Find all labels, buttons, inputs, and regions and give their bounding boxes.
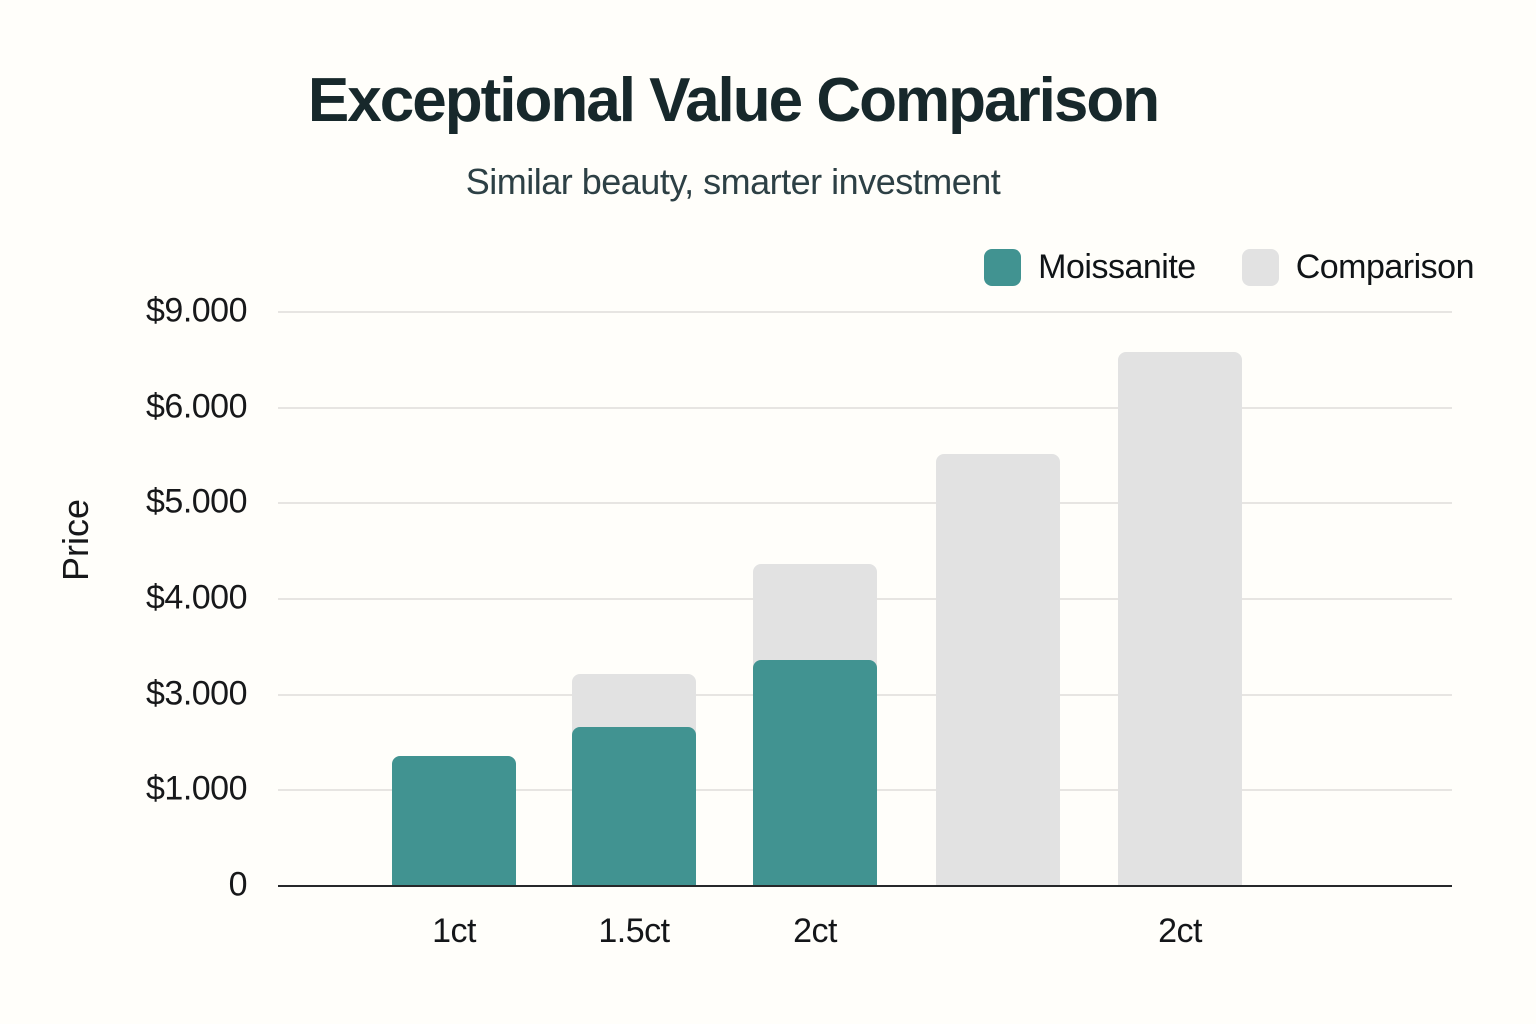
moissanite-swatch-icon (984, 249, 1022, 286)
gridline (278, 407, 1452, 409)
x-tick-label: 1ct (432, 912, 476, 950)
x-tick-label: 2ct (1158, 912, 1202, 950)
bar-moissanite-1ct (392, 756, 516, 885)
y-tick-label: $9.000 (146, 291, 248, 330)
y-tick-label: 0 (228, 865, 248, 904)
bar-moissanite-2ct (753, 660, 877, 885)
bar-comparison-col4 (936, 454, 1060, 885)
legend-item-comparison: Comparison (1241, 248, 1475, 287)
gridline (278, 311, 1452, 313)
y-tick-label: $3.000 (146, 674, 248, 713)
legend-label-comparison: Comparison (1295, 248, 1475, 286)
chart-legend: Moissanite Comparison (984, 248, 1475, 287)
chart-subtitle: Similar beauty, smarter investment (465, 161, 1001, 203)
chart-title: Exceptional Value Comparison (307, 66, 1160, 135)
x-tick-label: 2ct (793, 912, 837, 950)
gridline (278, 502, 1452, 504)
x-tick-label: 1.5ct (598, 912, 670, 950)
bar-moissanite-1.5ct (572, 727, 696, 885)
x-axis-line (278, 885, 1452, 887)
legend-label-moissanite: Moissanite (1038, 248, 1196, 286)
legend-item-moissanite: Moissanite (984, 248, 1196, 287)
y-tick-label: $6.000 (146, 387, 248, 426)
comparison-swatch-icon (1241, 249, 1279, 286)
chart-header: Exceptional Value Comparison Similar bea… (0, 68, 1466, 203)
bar-comparison-2ct (1118, 352, 1242, 885)
y-tick-label: $5.000 (146, 482, 248, 521)
y-tick-label: $1.000 (146, 769, 248, 808)
y-tick-label: $4.000 (146, 578, 248, 617)
